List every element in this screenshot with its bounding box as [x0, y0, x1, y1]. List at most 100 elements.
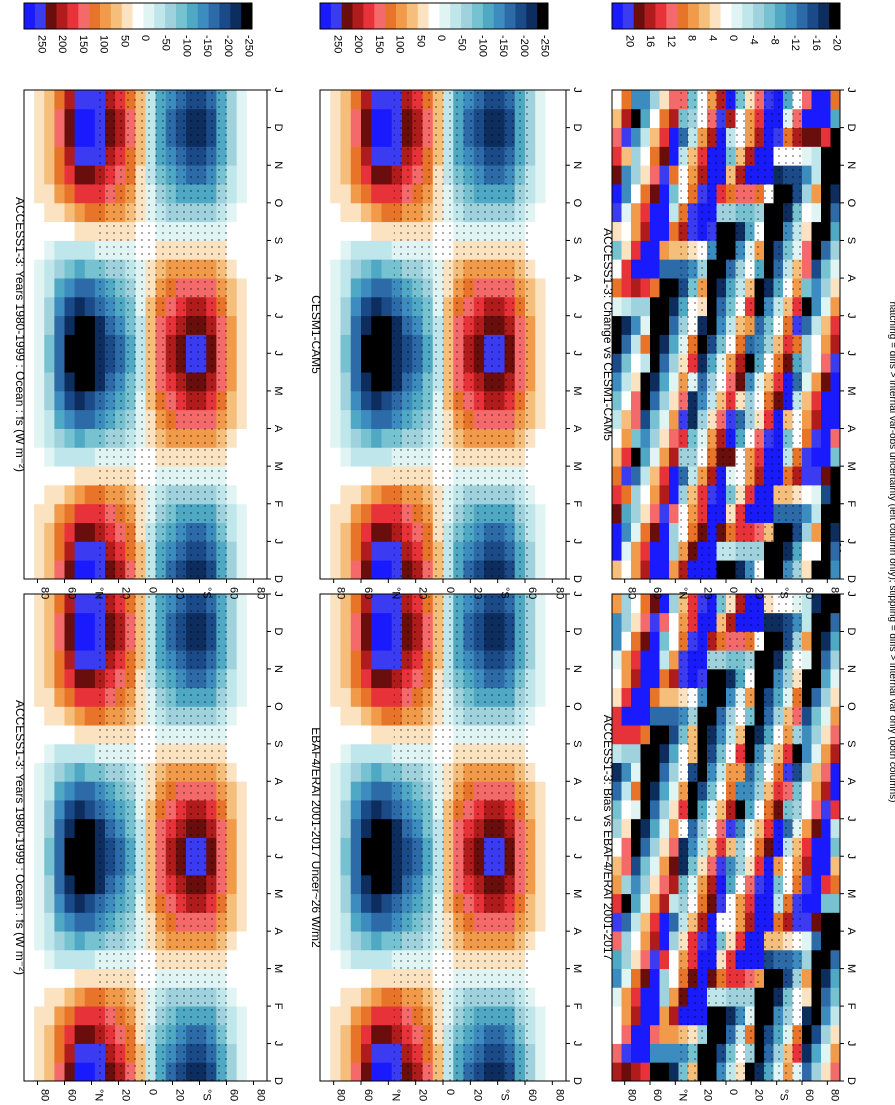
- heatmap-cell: [24, 90, 35, 110]
- heatmap-cell: [44, 949, 55, 970]
- heatmap-cell: [621, 1024, 632, 1044]
- heatmap-cell: [84, 390, 96, 411]
- heatmap-cell: [330, 1043, 341, 1063]
- heatmap-cell: [84, 240, 96, 260]
- heatmap-cell: [320, 800, 331, 820]
- colorbar-swatch: [45, 3, 57, 29]
- heatmap-cell: [821, 372, 831, 392]
- colorbar-swatch: [526, 3, 538, 29]
- heatmap-cell: [34, 146, 45, 166]
- colorbar-swatch: [764, 3, 776, 29]
- heatmap-cell: [612, 296, 622, 317]
- heatmap-cell: [535, 874, 546, 895]
- heatmap-cell: [340, 240, 352, 260]
- heatmap-cell: [659, 650, 670, 670]
- heatmap-cell: [84, 874, 96, 895]
- heatmap-cell: [34, 725, 45, 745]
- heatmap-cell: [659, 631, 670, 651]
- heatmap-cell: [535, 334, 546, 354]
- heatmap-cell: [371, 949, 382, 970]
- heatmap-cell: [34, 127, 45, 147]
- heatmap-cell: [256, 522, 268, 542]
- heatmap-cell: [330, 668, 341, 689]
- heatmap-cell: [535, 725, 546, 745]
- heatmap-cell: [340, 522, 352, 542]
- heatmap-cell: [44, 334, 55, 354]
- heatmap-cell: [525, 893, 536, 913]
- heatmap-cell: [631, 296, 641, 317]
- heatmap-cell: [371, 1062, 382, 1082]
- heatmap-cell: [54, 594, 65, 614]
- heatmap-cell: [669, 762, 679, 782]
- heatmap-cell: [350, 987, 362, 1007]
- heatmap-cell: [802, 184, 812, 204]
- y-tick-label: 0: [727, 587, 739, 593]
- heatmap-cell: [330, 612, 341, 632]
- heatmap-cell: [555, 466, 567, 486]
- heatmap-cell: [64, 762, 76, 782]
- heatmap-cell: [612, 612, 622, 632]
- heatmap-cell: [54, 146, 65, 166]
- heatmap-cell: [361, 818, 372, 838]
- heatmap-cell: [535, 466, 546, 486]
- heatmap-cell: [54, 987, 65, 1007]
- heatmap-cell: [74, 968, 86, 988]
- heatmap-cell: [621, 522, 632, 542]
- heatmap-cell: [320, 743, 331, 763]
- colorbar-label: -20: [831, 35, 843, 51]
- heatmap-cell: [650, 541, 660, 561]
- heatmap-cell: [525, 612, 536, 632]
- heatmap-cell: [44, 631, 55, 651]
- heatmap-cell: [54, 687, 65, 707]
- colorbar-label: 250: [331, 35, 343, 53]
- heatmap-cell: [74, 353, 86, 373]
- heatmap-cell: [830, 202, 841, 223]
- heatmap-cell: [84, 315, 96, 335]
- heatmap-cell: [371, 278, 382, 298]
- colorbar-swatch: [417, 3, 429, 29]
- heatmap-cell: [631, 428, 641, 448]
- heatmap-cell: [802, 390, 812, 411]
- heatmap-cell: [320, 334, 331, 354]
- heatmap-cell: [44, 202, 55, 223]
- heatmap-cell: [320, 818, 331, 838]
- colorbar-label: 0: [139, 35, 151, 41]
- heatmap-cell: [650, 893, 660, 913]
- heatmap-cell: [535, 484, 546, 505]
- heatmap-cell: [631, 1024, 641, 1044]
- x-tick-label: A: [845, 274, 857, 282]
- heatmap-cell: [330, 687, 341, 707]
- heatmap-cell: [246, 372, 258, 392]
- heatmap-cell: [535, 668, 546, 689]
- colorbar-swatch: [720, 3, 732, 29]
- heatmap-cell: [84, 1024, 96, 1044]
- heatmap-cell: [621, 372, 632, 392]
- heatmap-cell: [256, 353, 268, 373]
- heatmap-cell: [226, 240, 238, 260]
- heatmap-cell: [650, 743, 660, 763]
- heatmap-cell: [555, 221, 567, 241]
- heatmap-cell: [34, 466, 45, 486]
- heatmap-cell: [24, 390, 35, 411]
- heatmap-cell: [830, 90, 841, 110]
- heatmap-cell: [226, 818, 238, 838]
- heatmap-cell: [34, 818, 45, 838]
- heatmap-cell: [340, 259, 352, 279]
- heatmap-cell: [525, 541, 536, 561]
- heatmap-cell: [246, 706, 258, 726]
- heatmap-cell: [320, 874, 331, 895]
- heatmap-cell: [535, 146, 546, 166]
- y-tick-label: 20: [417, 1089, 429, 1101]
- y-tick-label: 80: [553, 1089, 565, 1101]
- colorbar-label: -100: [476, 35, 488, 57]
- heatmap-cell: [330, 165, 341, 185]
- heatmap-cell: [640, 146, 651, 166]
- heatmap-cell: [34, 1024, 45, 1044]
- heatmap-cell: [535, 818, 546, 838]
- heatmap-cell: [236, 1043, 248, 1063]
- heatmap-cell: [802, 912, 812, 932]
- heatmap-cell: [525, 447, 536, 467]
- colorbar-swatch: [363, 3, 375, 29]
- heatmap-cell: [621, 612, 632, 632]
- heatmap-cell: [650, 781, 660, 801]
